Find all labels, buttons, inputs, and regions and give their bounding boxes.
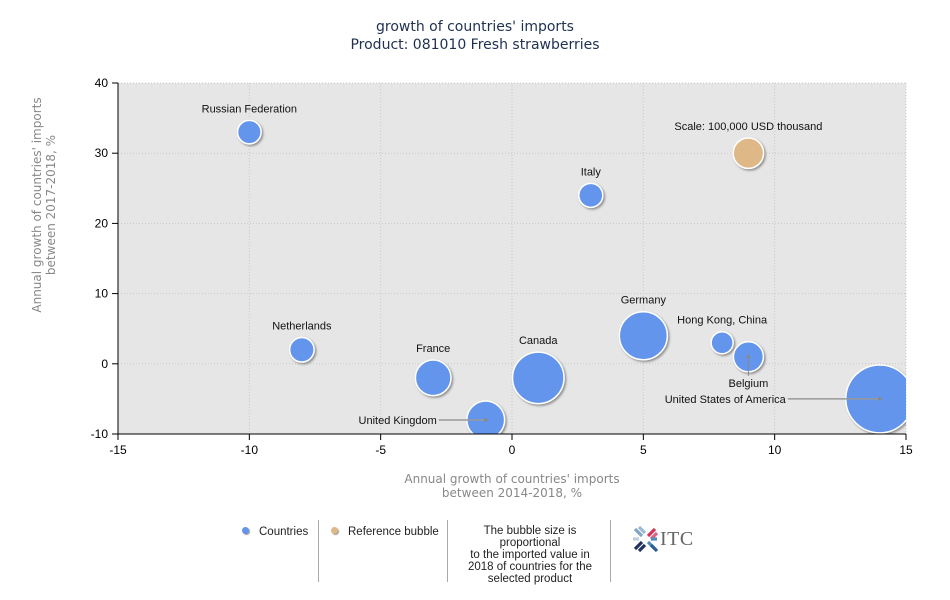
legend-label: Reference bubble [348,526,439,538]
y-tick-label: 10 [95,287,109,301]
bubble-label-france: France [416,343,450,355]
bubble-label-hong-kong-china: Hong Kong, China [677,315,768,327]
bubble-label-united-kingdom: United Kingdom [359,415,437,427]
legend-item-countries[interactable]: Countries [242,526,308,538]
itc-logo-icon [633,526,658,552]
country-bubble[interactable] [288,336,315,363]
legend-note-line: to the imported value in [470,549,590,561]
chart-subtitle: Product: 081010 Fresh strawberries [350,37,600,53]
reference-bubble[interactable] [732,137,765,170]
legend-note-line: 2018 of countries for the [467,561,593,573]
bubble-label-italy: Italy [581,166,602,178]
x-tick-label: -5 [375,443,386,457]
bubble-label-netherlands: Netherlands [272,321,332,333]
legend-label: Countries [259,526,309,538]
bubble-label-scale-100-000-usd-thousand: Scale: 100,000 USD thousand [674,121,822,133]
bubble-label-russian-federation: Russian Federation [202,103,297,115]
country-bubble[interactable] [618,310,669,361]
y-tick-label: 20 [95,216,109,230]
bubble-label-canada: Canada [519,335,558,347]
legend-item-reference[interactable]: Reference bubble [331,526,439,538]
legend-note-line: The bubble size is proportional [483,525,577,549]
bubble-label-germany: Germany [621,295,667,307]
x-tick-label: 5 [640,443,647,457]
legend-divider [318,520,319,582]
x-tick-label: -15 [109,443,127,457]
countries-bubble-icon [242,527,249,534]
y-tick-label: 30 [95,146,109,160]
x-tick-label: -10 [241,443,259,457]
reference-bubble-icon [331,527,338,534]
x-axis-label: Annual growth of countries' imports betw… [312,472,712,500]
leader-dot [483,418,488,422]
x-tick-label: 0 [509,443,516,457]
country-bubble[interactable] [578,182,604,209]
country-bubble[interactable] [710,330,734,355]
country-bubble[interactable] [511,351,565,405]
plot-area [118,83,906,434]
legend-note: The bubble size is proportional to the i… [452,525,608,585]
y-tick-label: -10 [91,427,109,441]
legend-divider [610,520,611,582]
y-tick-label: 40 [95,76,109,90]
bubble-label-united-states-of-america: United States of America [665,394,787,406]
itc-logo-text: ITC [660,528,694,550]
country-bubble[interactable] [414,359,452,397]
chart-title: growth of countries' imports Product: 08… [0,18,950,54]
x-axis-label-line2: between 2014-2018, % [441,486,583,500]
chart-title-line: growth of countries' imports [376,19,574,35]
leader-dot [877,397,882,401]
x-tick-label: 15 [899,443,913,457]
leader-dot [746,354,751,359]
x-axis-label-line1: Annual growth of countries' imports [404,472,620,486]
bubble-label-belgium: Belgium [729,378,769,390]
x-tick-label: 10 [768,443,782,457]
country-bubble[interactable] [236,119,262,145]
y-tick-label: 0 [101,357,108,371]
legend-divider [447,520,448,582]
legend-note-line: selected product [487,573,573,585]
